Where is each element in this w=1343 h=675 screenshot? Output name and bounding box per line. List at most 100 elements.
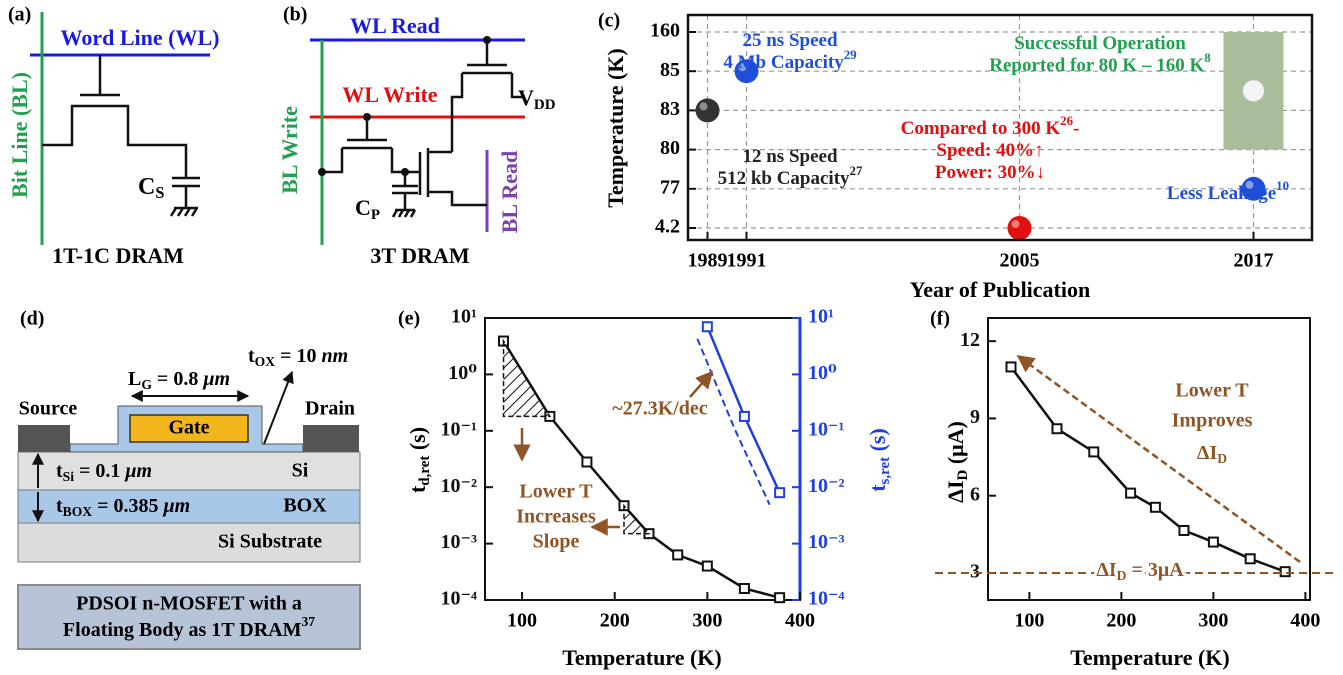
x-axis-label: Year of Publication — [910, 277, 1090, 302]
annotation-part: ΔI — [1197, 442, 1218, 464]
caption-line: PDSOI n-MOSFET with a — [76, 593, 302, 615]
capacitor-label: CS — [138, 174, 164, 202]
junction — [363, 113, 371, 121]
y-tick-label: 77 — [660, 176, 680, 198]
marker — [1051, 423, 1063, 435]
annotation: Successful Operation — [1014, 33, 1186, 54]
y-tick-label: 160 — [650, 20, 680, 42]
y-tick-label: 10⁻² — [440, 475, 477, 497]
y2-axis-label: ts,ret (s) — [865, 428, 893, 492]
annotation-part: 8 — [1204, 50, 1211, 65]
trend-arrow — [1016, 354, 1301, 564]
annotation: 512 kb Capacity27 — [718, 163, 863, 189]
box-layer — [17, 489, 361, 524]
series-line — [706, 326, 781, 494]
gate-length-label-part: μm — [202, 368, 230, 390]
bl-write-label: BL Write — [277, 106, 302, 194]
annotation: Lower T — [519, 481, 593, 503]
annotation: Slope — [533, 531, 580, 553]
caption: 3T DRAM — [370, 243, 469, 268]
oxide-thickness-label-part: nm — [321, 345, 348, 367]
y-tick-label: 10⁻¹ — [808, 418, 845, 440]
marker — [1244, 553, 1256, 565]
marker — [1088, 446, 1100, 458]
marker — [581, 456, 593, 468]
marker — [1178, 524, 1190, 536]
slope-triangle — [623, 503, 651, 535]
box-thickness-label-part: t — [56, 495, 63, 517]
annotation-arrow — [689, 370, 714, 398]
y-tick-label: 12 — [960, 329, 980, 351]
annotation-part: 12 ns Speed — [742, 146, 837, 167]
point-highlight — [699, 102, 708, 111]
annotation-part: 512 kb Capacity — [718, 168, 850, 189]
x-tick-label: 1989 — [688, 250, 728, 272]
caption-box — [17, 584, 361, 650]
annotation: Improves — [1172, 410, 1253, 432]
junction — [483, 36, 491, 44]
y-tick-label: 85 — [660, 59, 680, 81]
point-highlight — [1245, 180, 1254, 189]
marker — [774, 487, 786, 499]
y-axis-label-part: (s) — [405, 427, 430, 456]
x-tick-label: 100 — [507, 610, 537, 632]
y-axis-label: Temperature (K) — [603, 48, 628, 207]
panel-label: (e) — [398, 308, 420, 330]
box-thickness-label: tBOX = 0.385 μm — [56, 495, 190, 520]
plot-frame — [484, 317, 801, 601]
caption-line-part: 37 — [301, 614, 315, 629]
vdd-label-part: V — [518, 85, 534, 110]
y-tick-label: 10⁻⁴ — [440, 588, 477, 610]
y-tick-label: 3 — [970, 561, 980, 583]
capacitor-label-part: C — [355, 195, 371, 220]
box-thickness-label-part: = 0.385 — [92, 495, 163, 517]
point — [1241, 176, 1266, 201]
y2-axis-label-part: s,ret — [877, 457, 893, 485]
x-tick-label: 300 — [1198, 610, 1228, 632]
box-label: BOX — [283, 495, 327, 517]
capacitor-label-part: P — [371, 207, 380, 223]
si-thickness-label-part: Si — [63, 469, 75, 484]
marker — [738, 582, 750, 594]
source-contact — [18, 425, 70, 452]
oxide-thickness-label-part: t — [248, 345, 255, 367]
vdd-label-part: DD — [534, 97, 556, 113]
series-line — [502, 340, 780, 599]
annotation-part: 4 Mb Capacity — [723, 52, 844, 73]
marker — [1279, 566, 1291, 578]
x-tick-label: 200 — [600, 610, 630, 632]
annotation-part: Power: 30% — [935, 162, 1036, 183]
caption: 1T-1C DRAM — [52, 243, 184, 268]
parallel-guide — [696, 338, 771, 506]
y-tick-label: 10¹ — [808, 306, 834, 328]
marker — [672, 549, 684, 561]
plot-frame — [686, 13, 1314, 242]
annotation: Power: 30%↓ — [935, 162, 1045, 183]
panel-label: (c) — [598, 10, 620, 32]
marker — [1125, 487, 1137, 499]
marker — [701, 560, 713, 572]
annotation-part: Compared to 300 K — [901, 118, 1061, 139]
annotation: 25 ns Speed — [742, 30, 837, 51]
y-axis-label-part: (μA) — [943, 421, 968, 470]
si-label: Si — [292, 460, 309, 482]
y-tick-label: 10¹ — [451, 306, 477, 328]
annotation: Increases — [516, 506, 596, 528]
annotation-part: 10 — [1276, 178, 1289, 193]
annotation: Lower T — [1175, 380, 1249, 402]
y-tick-label: 6 — [970, 483, 980, 505]
y2-axis-label-part: (s) — [865, 428, 890, 457]
bit-line-label: Bit Line (BL) — [7, 72, 32, 198]
box-thickness-label-part: BOX — [63, 504, 93, 519]
source-label: Source — [19, 398, 78, 420]
x-axis-label: Temperature (K) — [562, 645, 721, 670]
word-line-label: Word Line (WL) — [61, 25, 220, 50]
y-tick-label: 10⁻² — [808, 475, 845, 497]
y-tick-label: 10⁰ — [448, 362, 477, 384]
annotation: Less Leakage10 — [1167, 178, 1289, 204]
annotation-part: 25 ns Speed — [742, 30, 837, 51]
annotation: ~27.3K/dec — [612, 398, 708, 420]
annotation: ΔID — [1197, 442, 1227, 467]
y2-axis-label-part: t — [865, 484, 890, 492]
